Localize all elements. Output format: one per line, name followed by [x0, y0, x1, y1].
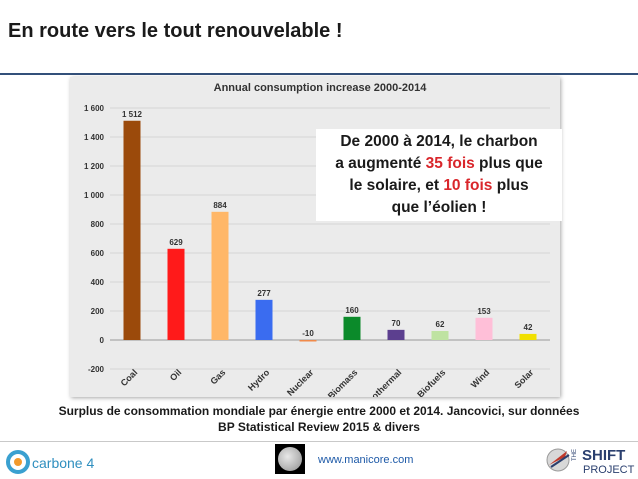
value-label: 160 — [345, 306, 359, 315]
y-tick-label: 1 200 — [84, 162, 105, 171]
y-tick-label: -200 — [88, 365, 105, 374]
callout-text: plus — [492, 177, 529, 194]
callout-highlight-10: 10 fois — [443, 177, 493, 194]
bar-hydro — [255, 299, 273, 340]
chart-panel: 1 600 1 400 1 200 1 000 800 600 400 200 0 -200 An… — [70, 77, 560, 410]
category-label: Solar — [512, 367, 535, 390]
callout-highlight-35: 35 fois — [425, 155, 475, 172]
bar-nuclear — [299, 340, 317, 342]
footer-url-link[interactable]: www.manicore.com — [318, 454, 414, 466]
caption-line-2: BP Statistical Review 2015 & divers — [218, 420, 420, 434]
callout-text: plus que — [474, 155, 543, 172]
value-label: 70 — [392, 319, 401, 328]
bar-biofuels — [431, 331, 449, 340]
bar-geothermal — [387, 329, 405, 340]
title-divider — [0, 73, 638, 75]
bar-oil — [167, 248, 185, 340]
shift-logo-project: PROJECT — [583, 464, 635, 476]
y-tick-label: 1 400 — [84, 133, 105, 142]
callout-text: le solaire, et — [349, 177, 444, 194]
value-label: 277 — [257, 289, 271, 298]
callout-line-1: De 2000 à 2014, le charbon — [340, 133, 538, 150]
chart-title: Annual consumption increase 2000-2014 — [214, 82, 428, 94]
caption-line-1: Surplus de consommation mondiale par éne… — [58, 404, 580, 418]
category-label: Nuclear — [285, 367, 316, 397]
callout-text: a augmenté — [335, 155, 426, 172]
value-label: 1 512 — [122, 110, 143, 119]
figure-caption: Surplus de consommation mondiale par éne… — [0, 403, 638, 435]
carbone4-logo-text: carbone 4 — [32, 455, 95, 471]
shift-project-logo: THE SHIFT PROJECT — [546, 447, 635, 476]
category-label: Biofuels — [415, 367, 447, 397]
bar-chart: 1 600 1 400 1 200 1 000 800 600 400 200 0 -200 An… — [84, 82, 550, 410]
y-tick-label: 1 000 — [84, 191, 105, 200]
shift-logo-the: THE — [572, 449, 578, 461]
bar-gas — [211, 211, 229, 340]
bar-biomass — [343, 316, 361, 340]
value-label: 62 — [436, 320, 445, 329]
value-label: -10 — [302, 329, 314, 338]
carbone4-logo-icon — [6, 450, 30, 474]
category-label: Geothermal — [361, 367, 403, 397]
category-label: Oil — [168, 367, 184, 383]
callout-box: De 2000 à 2014, le charbon a augmenté 35… — [316, 129, 562, 221]
callout-line-2: a augmenté 35 fois plus que — [316, 153, 562, 175]
value-label: 153 — [477, 307, 491, 316]
value-label: 42 — [524, 323, 533, 332]
category-label: Hydro — [246, 367, 272, 393]
category-label: Coal — [119, 367, 140, 388]
footer-divider — [0, 441, 638, 442]
y-tick-label: 800 — [91, 220, 105, 229]
category-label: Gas — [208, 367, 227, 386]
slide-title: En route vers le tout renouvelable ! — [8, 20, 343, 42]
y-tick-label: 1 600 — [84, 104, 105, 113]
y-tick-label: 200 — [91, 307, 105, 316]
category-label: Biomass — [326, 367, 360, 397]
y-tick-label: 0 — [100, 336, 105, 345]
moon-icon — [275, 444, 305, 474]
value-label: 884 — [213, 201, 227, 210]
bar-solar — [519, 333, 537, 340]
y-tick-label: 600 — [91, 249, 105, 258]
category-label: Wind — [469, 367, 492, 390]
y-tick-label: 400 — [91, 278, 105, 287]
callout-line-4: que l’éolien ! — [391, 199, 487, 216]
callout-line-3: le solaire, et 10 fois plus — [316, 175, 562, 197]
value-label: 629 — [169, 238, 183, 247]
bar-coal — [123, 120, 141, 340]
shift-logo-shift: SHIFT — [582, 447, 625, 464]
bar-wind — [475, 317, 493, 340]
